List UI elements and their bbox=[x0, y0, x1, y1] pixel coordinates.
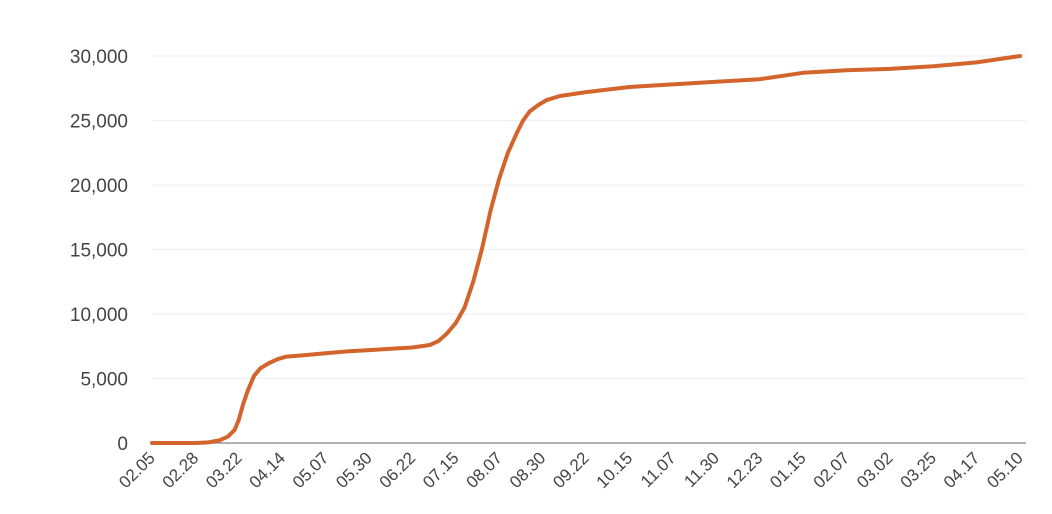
y-tick-label: 15,000 bbox=[70, 241, 128, 262]
y-axis-tick-labels: 0 5,000 10,000 15,000 20,000 25,000 30,000 bbox=[70, 47, 128, 455]
x-tick-label: 02.28 bbox=[159, 448, 203, 492]
x-tick-label: 08.07 bbox=[463, 448, 507, 492]
x-tick-label: 12.23 bbox=[723, 448, 767, 492]
x-tick-label: 04.14 bbox=[246, 448, 290, 492]
x-tick-label: 02.07 bbox=[810, 448, 854, 492]
series-lines bbox=[150, 54, 1022, 445]
x-tick-label: 03.22 bbox=[202, 448, 246, 492]
x-tick-label: 05.10 bbox=[983, 448, 1027, 492]
x-tick-label: 04.17 bbox=[940, 448, 984, 492]
x-tick-label: 05.30 bbox=[332, 448, 376, 492]
x-axis-tick-labels: 02.05 02.28 03.22 04.14 05.07 05.30 06.22 07.15… bbox=[115, 448, 1027, 492]
y-tick-label: 10,000 bbox=[70, 305, 128, 326]
x-tick-label: 09.22 bbox=[549, 448, 593, 492]
x-tick-label: 01.15 bbox=[766, 448, 810, 492]
x-tick-label: 03.25 bbox=[897, 448, 941, 492]
x-tick-label: 08.30 bbox=[506, 448, 550, 492]
grid-lines bbox=[152, 55, 1026, 379]
y-tick-label: 20,000 bbox=[70, 176, 128, 197]
x-tick-label: 05.07 bbox=[289, 448, 333, 492]
y-tick-label: 25,000 bbox=[70, 112, 128, 133]
y-tick-label: 5,000 bbox=[80, 370, 128, 391]
x-tick-label: 07.15 bbox=[419, 448, 463, 492]
y-tick-label: 0 bbox=[117, 434, 128, 455]
x-tick-label: 11.07 bbox=[637, 448, 680, 491]
x-tick-label: 06.22 bbox=[376, 448, 420, 492]
x-tick-label: 10.15 bbox=[593, 448, 637, 492]
y-tick-label: 30,000 bbox=[70, 47, 128, 68]
x-tick-label: 11.30 bbox=[680, 448, 723, 491]
series-line bbox=[150, 54, 1022, 445]
x-tick-label: 03.02 bbox=[853, 448, 897, 492]
